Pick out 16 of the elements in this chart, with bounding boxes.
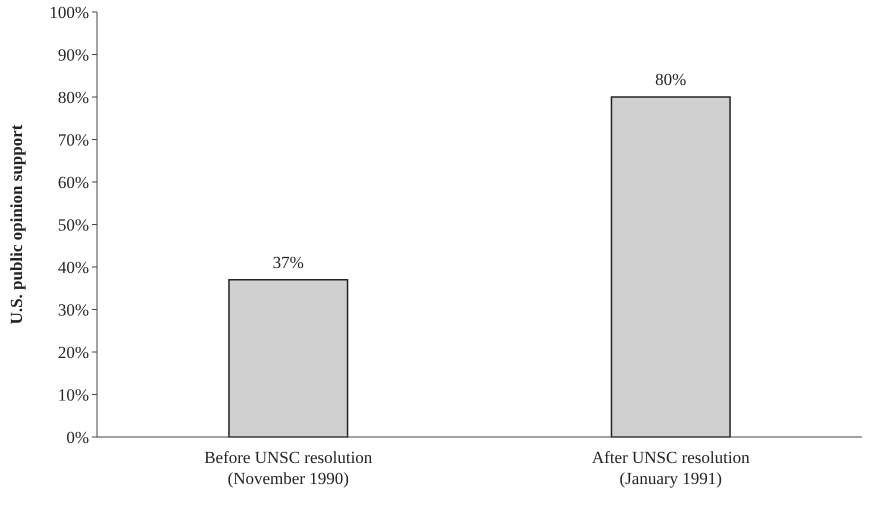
y-tick-label: 70% — [58, 130, 89, 150]
y-tick-label: 20% — [58, 342, 89, 362]
y-tick-label: 60% — [58, 172, 89, 192]
y-tick-label: 40% — [58, 258, 89, 277]
data-label: 80% — [655, 70, 686, 89]
y-tick-label: 50% — [58, 215, 89, 234]
y-tick-label: 90% — [58, 45, 89, 64]
y-tick-label: 0% — [66, 428, 89, 447]
x-tick-label: Before UNSC resolution (November 1990) — [204, 448, 373, 488]
y-tick-label: 30% — [58, 300, 89, 320]
data-label: 37% — [272, 252, 304, 272]
y-tick-label: 100% — [49, 2, 89, 22]
x-tick-label: After UNSC resolution (January 1991) — [592, 448, 750, 488]
y-tick-label: 80% — [58, 88, 89, 107]
y-axis-title: U.S. public opinion support — [7, 124, 26, 324]
y-tick-label: 10% — [58, 385, 89, 404]
